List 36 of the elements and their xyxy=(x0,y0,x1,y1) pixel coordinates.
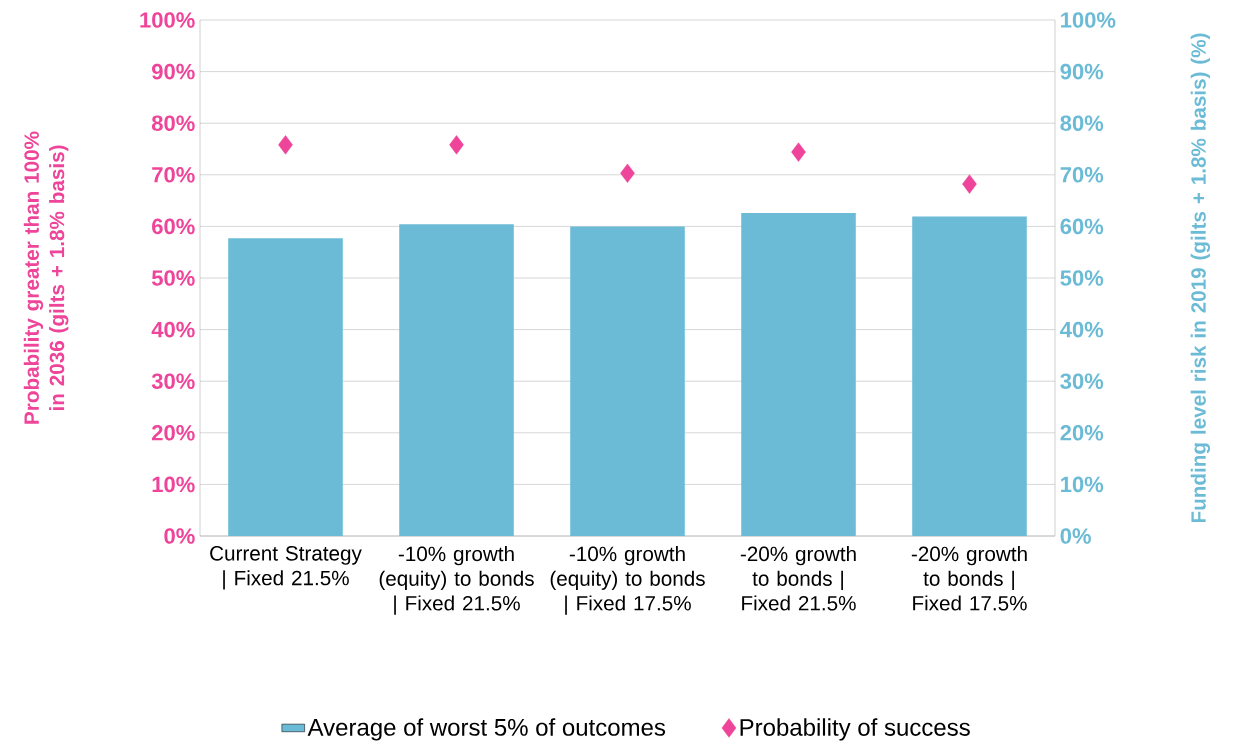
x-tick-label: -20% growth to bonds | Fixed 17.5% xyxy=(911,546,1027,611)
y2-tick-label: 20% xyxy=(1060,425,1104,441)
y-tick-label: 50% xyxy=(151,270,195,286)
y2-tick-label: 10% xyxy=(1061,476,1104,493)
x-tick-label: -20% growth to bonds | Fixed 21.5% xyxy=(740,546,856,611)
y2-tick-label: 100% xyxy=(1061,12,1116,28)
y-axis-title: Probability greater than 100% in 2036 (gilts + 1.8% basis) xyxy=(23,131,69,424)
point xyxy=(962,174,977,194)
legend-label: Probability of success xyxy=(740,718,970,741)
y2-tick-label: 40% xyxy=(1060,321,1104,338)
y-tick-label: 60% xyxy=(152,218,195,235)
y2-tick-label: 70% xyxy=(1060,167,1104,183)
y-tick-label: 40% xyxy=(151,321,195,338)
x-tick-label: Current Strategy | Fixed 21.5% xyxy=(210,546,362,590)
y2-tick-label: 50% xyxy=(1060,270,1104,286)
point xyxy=(620,163,635,183)
y-tick-label: 30% xyxy=(151,373,195,390)
y2-axis-title: Funding level risk in 2019 (gilts + 1.8% basis) (%) xyxy=(1190,33,1211,523)
y-tick-label: 10% xyxy=(152,476,195,493)
y-tick-label: 80% xyxy=(151,115,195,131)
legend-label: Average of worst 5% of outcomes xyxy=(307,718,666,741)
point xyxy=(278,135,293,155)
y-tick-label: 70% xyxy=(152,167,195,183)
x-tick-label: -10% growth (equity) to bonds | Fixed 17.5% xyxy=(550,546,705,615)
x-tick-label: -10% growth (equity) to bonds | Fixed 21.5% xyxy=(379,546,534,615)
point xyxy=(791,142,806,162)
y2-tick-label: 90% xyxy=(1060,63,1104,80)
y-tick-label: 20% xyxy=(152,425,195,441)
point xyxy=(449,135,464,155)
y2-tick-label: 0% xyxy=(1060,528,1091,544)
y2-tick-label: 80% xyxy=(1060,115,1104,131)
y-tick-label: 0% xyxy=(164,528,195,544)
y-tick-label: 100% xyxy=(140,12,195,28)
y2-tick-label: 60% xyxy=(1060,218,1104,235)
y-tick-label: 90% xyxy=(152,63,195,80)
y2-tick-label: 30% xyxy=(1060,373,1104,390)
